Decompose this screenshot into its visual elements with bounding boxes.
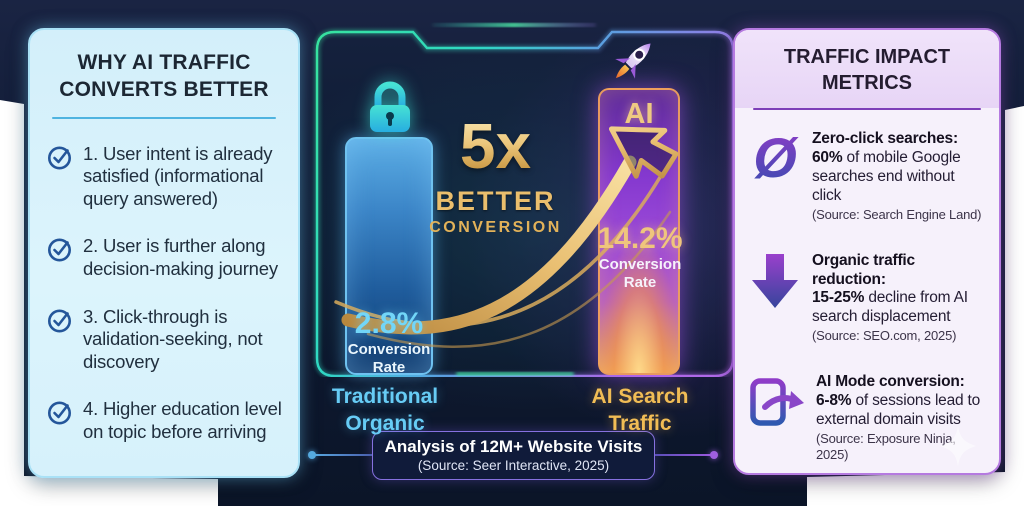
external-link-icon [749, 373, 805, 462]
metric-item: AI Mode conversion: 6-8% of sessions lea… [749, 373, 985, 462]
ai-value-block: 14.2% Conversion Rate [582, 222, 698, 292]
metric-body: of mobile Google searches end without cl… [812, 149, 961, 204]
headline-conversion: CONVERSION [429, 218, 562, 236]
headline-block: 5x BETTER CONVERSION [418, 114, 573, 237]
metric-title: Zero-click searches: [812, 130, 958, 148]
ai-value-caption: Conversion Rate [582, 256, 698, 292]
headline-5x: 5x [418, 114, 573, 178]
caption-line: Rate [623, 274, 657, 291]
reason-text: 3. Click-through is validation-seeking, … [83, 305, 263, 372]
metric-highlight: 60% [812, 149, 843, 167]
caption-line: Conversion [347, 341, 431, 358]
metric-source: (Source: SEO.com, 2025) [812, 328, 957, 344]
metric-text: Zero-click searches: 60% of mobile Googl… [812, 130, 985, 222]
metric-title: Organic traffic reduction: [812, 251, 915, 288]
rocket-icon [608, 34, 662, 88]
footnote-source: (Source: Seer Interactive, 2025) [417, 458, 610, 473]
lock-icon [358, 80, 422, 136]
right-panel-list: Ø Zero-click searches: 60% of mobile Goo… [735, 110, 999, 462]
footnote-line-right [655, 454, 712, 456]
sparkle-icon [940, 426, 976, 466]
metric-item: Organic traffic reduction: 15-25% declin… [749, 252, 985, 344]
list-item: 2. User is further along decision-making… [46, 235, 282, 280]
zero-click-icon: Ø [749, 130, 801, 222]
label-line: Traditional [331, 385, 439, 408]
traditional-organic-label: Traditional Organic [315, 383, 455, 438]
check-circle-icon [46, 235, 73, 280]
traditional-value-caption: Conversion Rate [345, 341, 433, 377]
footnote-dot-right [710, 451, 718, 459]
right-panel-header: TRAFFIC IMPACT METRICS [735, 30, 999, 109]
footnote-dot-left [308, 451, 316, 459]
reason-text: 4. Higher education level on topic befor… [83, 398, 282, 442]
check-circle-icon [46, 398, 73, 443]
left-panel-title: WHY AI TRAFFIC CONVERTS BETTER [59, 51, 269, 101]
left-panel-divider [52, 116, 276, 119]
right-panel-divider [753, 108, 981, 111]
metric-text: AI Mode conversion: 6-8% of sessions lea… [816, 373, 985, 462]
footnote-line-left [313, 454, 372, 456]
right-panel-title: TRAFFIC IMPACT METRICS [783, 46, 951, 94]
reason-text: 2. User is further along decision-making… [83, 235, 278, 279]
check-circle-icon [46, 143, 73, 211]
label-line: Traffic [608, 412, 672, 436]
svg-text:Ø: Ø [753, 130, 799, 188]
check-circle-icon [46, 306, 73, 374]
metric-body: of sessions lead to external domain visi… [816, 392, 981, 428]
traffic-impact-panel: TRAFFIC IMPACT METRICS Ø Zero-click sear… [733, 28, 1001, 475]
ai-bar-tag: AI [624, 98, 654, 130]
list-item: 3. Click-through is validation-seeking, … [46, 306, 282, 374]
traditional-value: 2.8% [354, 307, 424, 340]
ai-search-traffic-label: AI Search Traffic [570, 383, 710, 438]
metric-item: Ø Zero-click searches: 60% of mobile Goo… [749, 130, 985, 222]
caption-line: Conversion [598, 256, 682, 273]
conversion-chart-panel: AI 5x BETTER CONVERSION 2.8% Conversion … [310, 22, 740, 377]
why-ai-converts-panel: WHY AI TRAFFIC CONVERTS BETTER 1. User i… [28, 28, 300, 478]
headline-better: BETTER [435, 185, 556, 216]
traditional-value-block: 2.8% Conversion Rate [345, 307, 433, 377]
reason-text: 1. User intent is already satisfied (inf… [83, 142, 273, 209]
list-item: 1. User intent is already satisfied (inf… [46, 143, 282, 211]
metric-highlight: 6-8% [816, 392, 852, 410]
label-line: Organic [345, 412, 425, 436]
metric-text: Organic traffic reduction: 15-25% declin… [812, 252, 985, 344]
metric-source: (Source: Search Engine Land) [812, 206, 982, 222]
metric-source: (Source: Exposure Ninja, 2025) [816, 430, 956, 462]
left-panel-list: 1. User intent is already satisfied (inf… [30, 119, 298, 444]
list-item: 4. Higher education level on topic befor… [46, 398, 282, 443]
footnote-title: Analysis of 12M+ Website Visits [384, 437, 643, 456]
analysis-footnote: Analysis of 12M+ Website Visits (Source:… [372, 431, 655, 480]
metric-body: decline from AI search displacement [812, 289, 968, 326]
down-arrow-icon [749, 252, 801, 344]
ai-value: 14.2% [597, 222, 683, 255]
caption-line: Rate [372, 359, 406, 376]
metric-highlight: 15-25% [812, 289, 865, 307]
metric-title: AI Mode conversion: [816, 373, 965, 391]
label-line: AI Search [591, 385, 689, 408]
